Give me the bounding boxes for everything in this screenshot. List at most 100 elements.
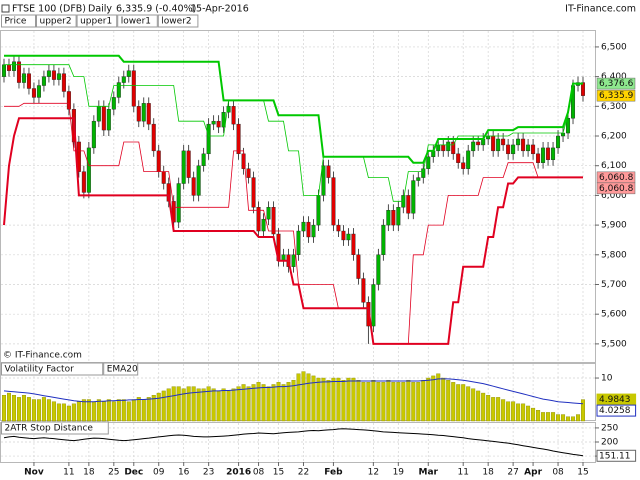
bar xyxy=(411,382,416,422)
y-tick-label: 5,500 xyxy=(601,339,627,349)
candle-body xyxy=(291,254,296,267)
bar xyxy=(366,382,371,422)
x-tick-label: Dec xyxy=(124,468,143,478)
bar xyxy=(66,405,71,422)
x-tick-label: 25 xyxy=(108,468,119,478)
panel-title: 2ATR Stop Distance xyxy=(5,424,94,434)
bar xyxy=(316,377,321,422)
candle-body xyxy=(266,207,271,220)
last-value-box xyxy=(596,404,637,417)
candle-body xyxy=(326,165,331,178)
date: 15-Apr-2016 xyxy=(190,4,249,15)
quote: 6,335.9 (-0.40%) xyxy=(116,4,196,15)
candle-body xyxy=(491,135,496,152)
bar xyxy=(336,377,341,422)
bar xyxy=(86,399,91,422)
x-tick-label: Feb xyxy=(324,468,343,478)
candle-body xyxy=(376,254,381,285)
bar xyxy=(171,386,176,422)
x-tick-label: Nov xyxy=(24,468,44,478)
candle-body xyxy=(396,207,401,226)
y-tick-label: 6,100 xyxy=(601,161,627,171)
legend-item-box xyxy=(103,362,139,376)
candle-body xyxy=(131,70,136,107)
bar xyxy=(296,373,301,422)
candle-body xyxy=(211,120,216,125)
x-tick-label: 11 xyxy=(63,468,74,478)
last-value: 4.0258 xyxy=(599,406,631,416)
candle-body xyxy=(386,210,391,226)
candle-body xyxy=(461,162,466,169)
candle-body xyxy=(101,106,106,131)
bar xyxy=(31,399,36,422)
legend-item-box xyxy=(157,14,199,28)
x-tick-label: 19 xyxy=(393,468,405,478)
candle-body xyxy=(16,61,21,83)
candle-body xyxy=(91,120,96,149)
bar xyxy=(426,377,431,422)
candle-body xyxy=(261,218,266,232)
bar xyxy=(206,386,211,422)
bar xyxy=(241,384,246,422)
x-tick-label: 09 xyxy=(153,468,165,478)
last-value: 6,335.9 xyxy=(599,91,634,101)
bar xyxy=(371,379,376,422)
chart-title: FTSE 100 (DFB) xyxy=(12,4,86,15)
bar xyxy=(481,392,486,422)
bar xyxy=(291,379,296,422)
candle-body xyxy=(176,183,181,223)
bar xyxy=(511,401,516,422)
x-tick-label: 11 xyxy=(457,468,468,478)
candle-body xyxy=(186,150,191,178)
bar xyxy=(351,377,356,422)
candle-body xyxy=(321,165,326,196)
last-value: 6,376.6 xyxy=(599,79,634,89)
legend-item: Price xyxy=(5,17,27,27)
bar xyxy=(281,384,286,422)
bar xyxy=(6,392,11,422)
candle-body xyxy=(516,138,521,146)
bar xyxy=(396,382,401,422)
candle-body xyxy=(161,171,166,184)
bar xyxy=(236,386,241,422)
bar xyxy=(321,377,326,422)
bar xyxy=(566,416,571,422)
candle-body xyxy=(506,144,511,155)
candle-body xyxy=(201,153,206,166)
bar xyxy=(541,412,546,422)
candle-body xyxy=(26,73,31,89)
bar xyxy=(286,382,291,422)
y-tick-label: 5,700 xyxy=(601,280,627,290)
bar xyxy=(301,371,306,422)
bar xyxy=(576,414,581,422)
bar xyxy=(161,390,166,422)
bar xyxy=(51,401,56,422)
x-tick-label: Mar xyxy=(419,468,439,478)
bar xyxy=(26,397,31,422)
candle-body xyxy=(341,230,346,241)
bar xyxy=(551,412,556,422)
candle-body xyxy=(66,91,71,110)
bar xyxy=(491,397,496,422)
candle-body xyxy=(331,177,336,226)
bar xyxy=(166,388,171,422)
candle-body xyxy=(536,153,541,163)
candle-body xyxy=(556,135,561,149)
legend-item-box xyxy=(1,14,36,28)
candle-body xyxy=(541,147,546,163)
candle-body xyxy=(561,132,566,137)
legend-item-box xyxy=(1,362,104,376)
bar xyxy=(496,397,501,422)
bar xyxy=(436,373,441,422)
candle-body xyxy=(411,180,416,214)
bar xyxy=(131,399,136,422)
legend-item: upper1 xyxy=(80,17,112,27)
x-tick-label: 2016 xyxy=(226,468,251,478)
candle-body xyxy=(31,88,36,98)
bar xyxy=(516,403,521,422)
candle-body xyxy=(436,144,441,152)
price-panel xyxy=(0,30,596,363)
series-line xyxy=(3,378,584,405)
bar xyxy=(421,379,426,422)
candle-body xyxy=(246,168,251,178)
